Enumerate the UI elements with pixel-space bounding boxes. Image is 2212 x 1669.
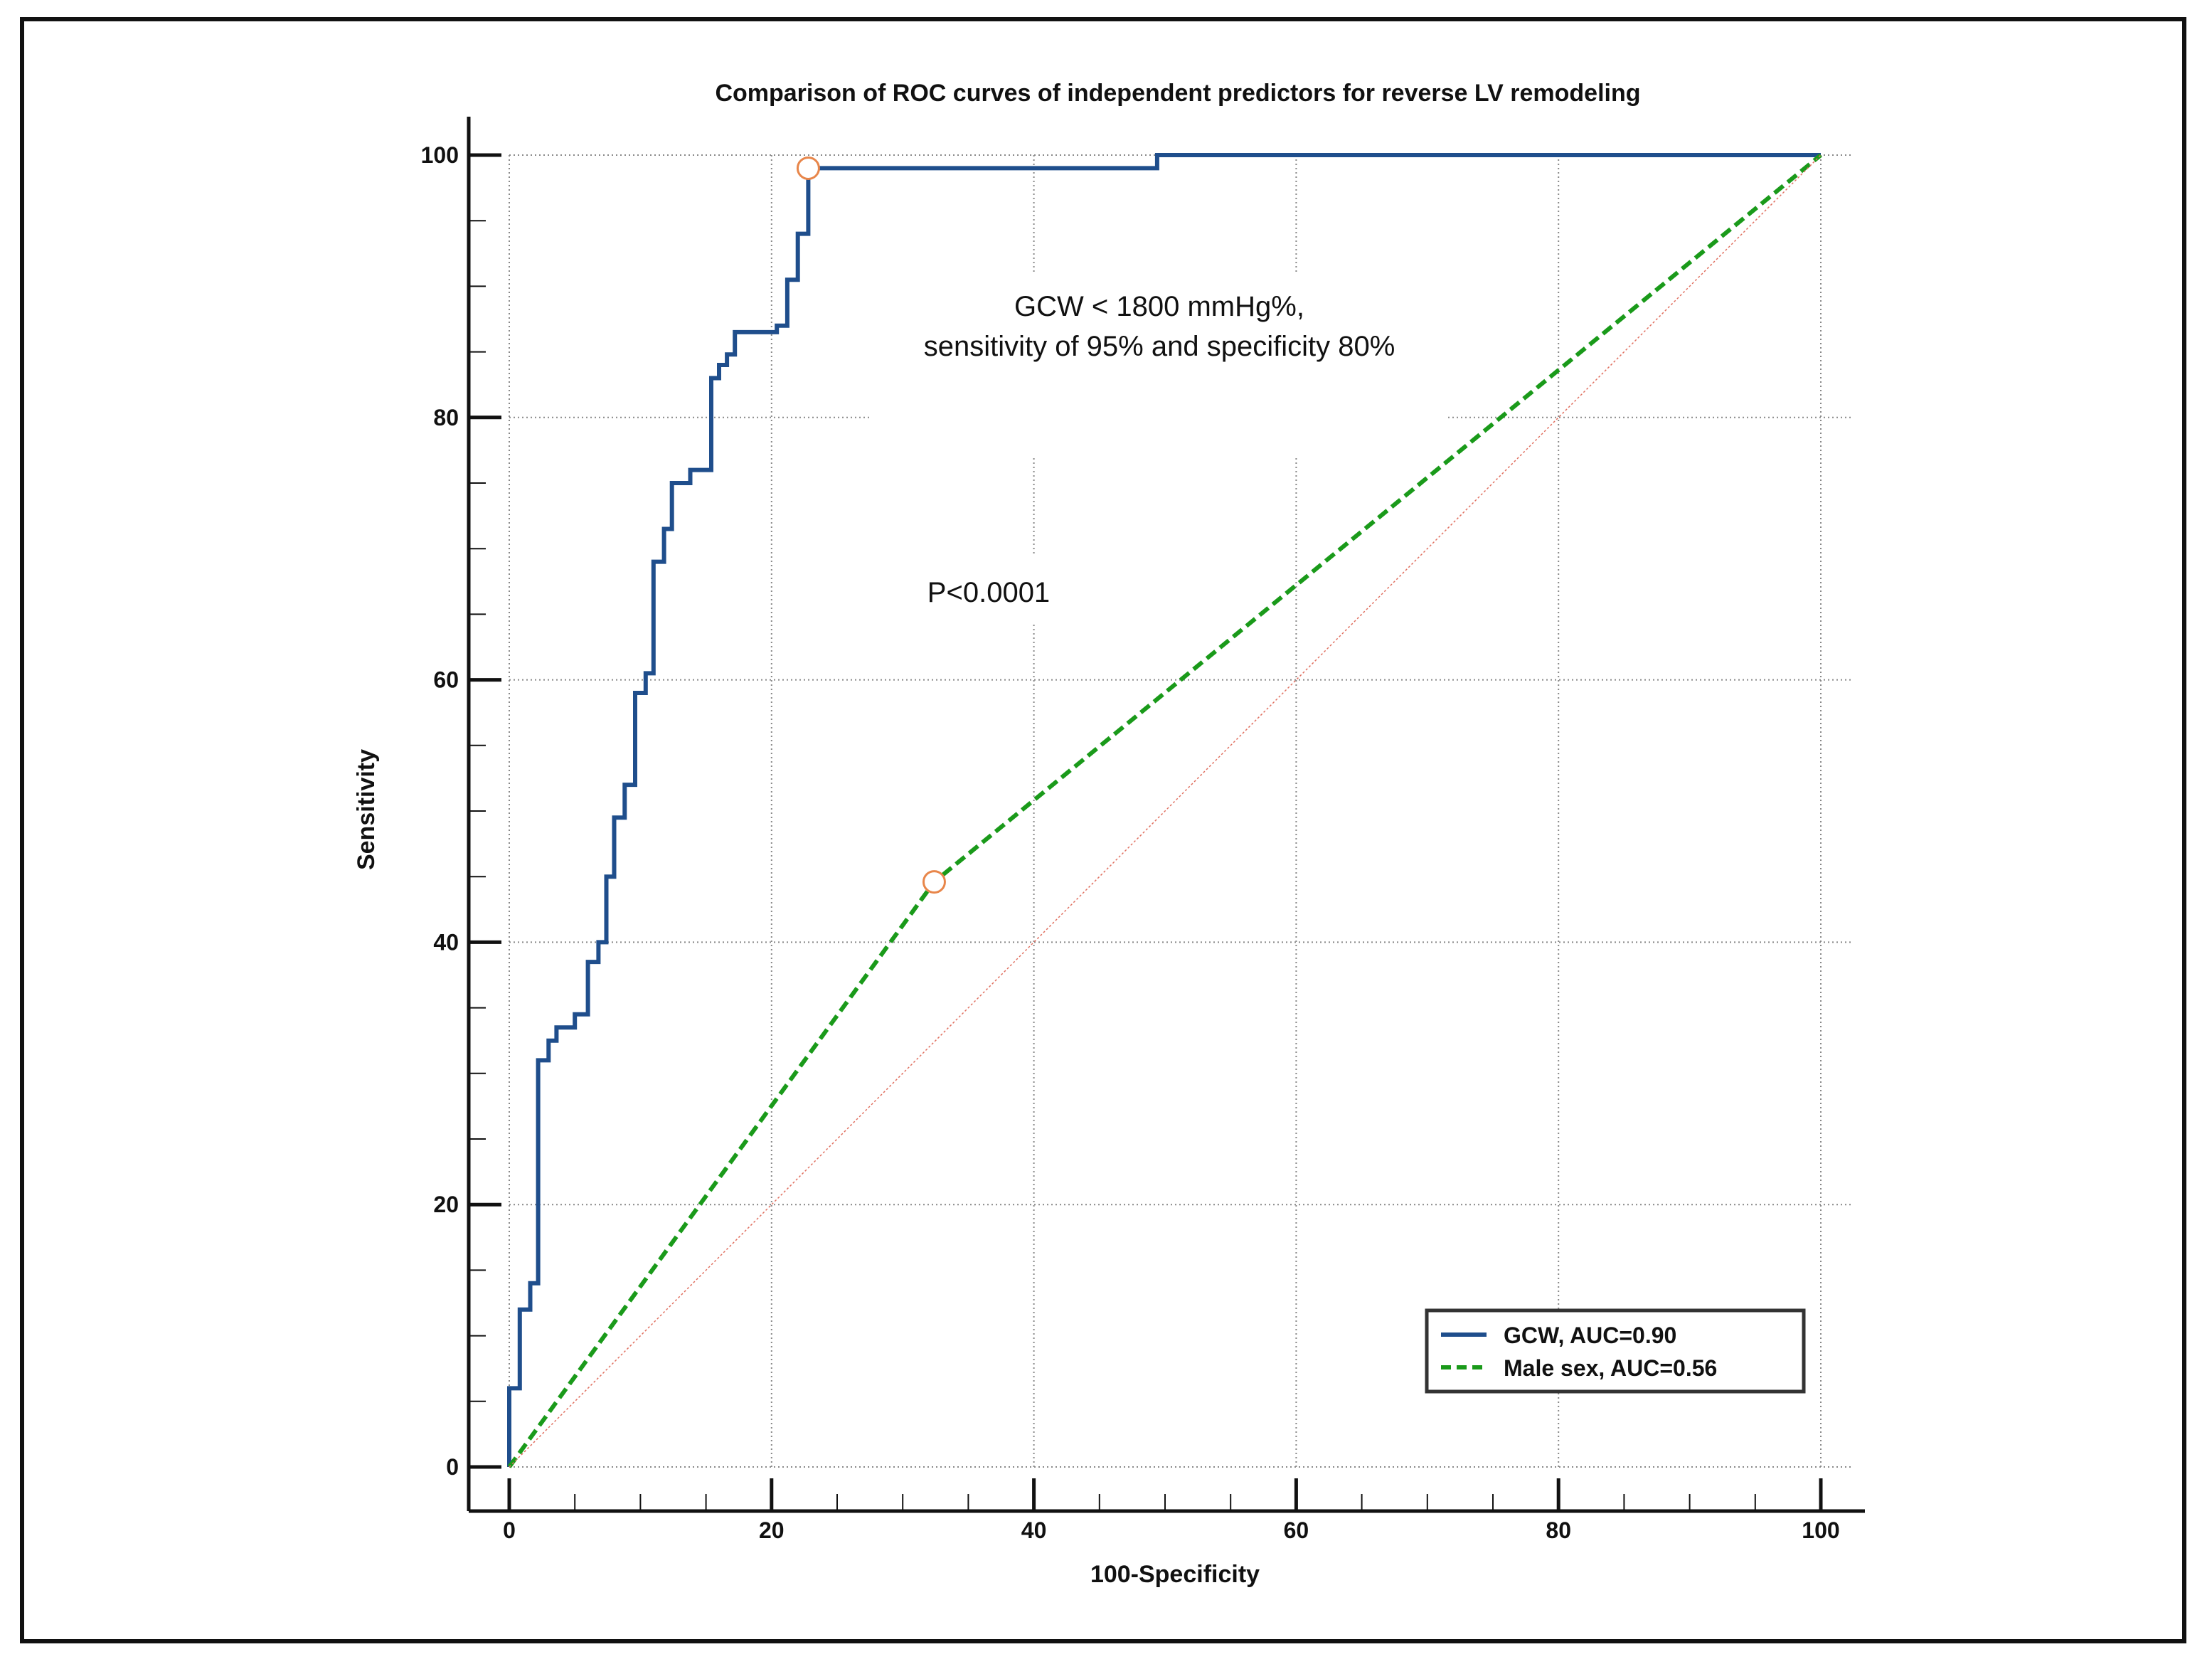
p-value-annotation: P<0.0001 bbox=[927, 577, 1050, 608]
gcw-cutoff-marker bbox=[796, 156, 820, 180]
male-sex-cutoff-marker bbox=[922, 870, 946, 894]
series-line-reference bbox=[509, 154, 1822, 1468]
legend-box bbox=[1425, 1308, 1806, 1394]
p-value-background bbox=[900, 553, 1085, 622]
series-layer bbox=[507, 153, 1822, 1468]
y-tick-label-80: 80 bbox=[433, 405, 459, 430]
x-tick-label-0: 0 bbox=[503, 1517, 516, 1543]
y-tick-label-40: 40 bbox=[433, 929, 459, 955]
legend: GCW, AUC=0.90 Male sex, AUC=0.56 bbox=[1425, 1308, 1806, 1394]
x-axis-title: 100-Specificity bbox=[1090, 1561, 1260, 1588]
x-tick-label-80: 80 bbox=[1546, 1517, 1571, 1543]
annotation-background bbox=[872, 272, 1448, 457]
legend-male-sex-label: Male sex, AUC=0.56 bbox=[1504, 1355, 1717, 1381]
axis-ticks bbox=[469, 153, 1823, 1511]
y-tick-labels: 0 20 40 60 80 100 bbox=[421, 142, 459, 1480]
chart-title: Comparison of ROC curves of independent … bbox=[715, 80, 1640, 107]
x-tick-label-40: 40 bbox=[1021, 1517, 1047, 1543]
y-tick-label-60: 60 bbox=[433, 667, 459, 693]
y-axis-title: Sensitivity bbox=[353, 749, 380, 870]
x-tick-label-60: 60 bbox=[1284, 1517, 1309, 1543]
legend-gcw-label: GCW, AUC=0.90 bbox=[1504, 1323, 1676, 1348]
figure-frame bbox=[20, 17, 2186, 1643]
x-tick-label-20: 20 bbox=[759, 1517, 785, 1543]
y-tick-label-100: 100 bbox=[421, 142, 459, 168]
x-tick-label-100: 100 bbox=[1802, 1517, 1839, 1543]
cutoff-annotation-line2: sensitivity of 95% and specificity 80% bbox=[924, 331, 1395, 362]
cutoff-annotation-line1: GCW < 1800 mmHg%, bbox=[1014, 291, 1304, 322]
y-tick-label-20: 20 bbox=[433, 1192, 459, 1217]
y-tick-label-0: 0 bbox=[446, 1454, 459, 1480]
x-tick-labels: 0 20 40 60 80 100 bbox=[503, 1517, 1840, 1543]
series-line-gcw bbox=[507, 153, 1821, 1467]
